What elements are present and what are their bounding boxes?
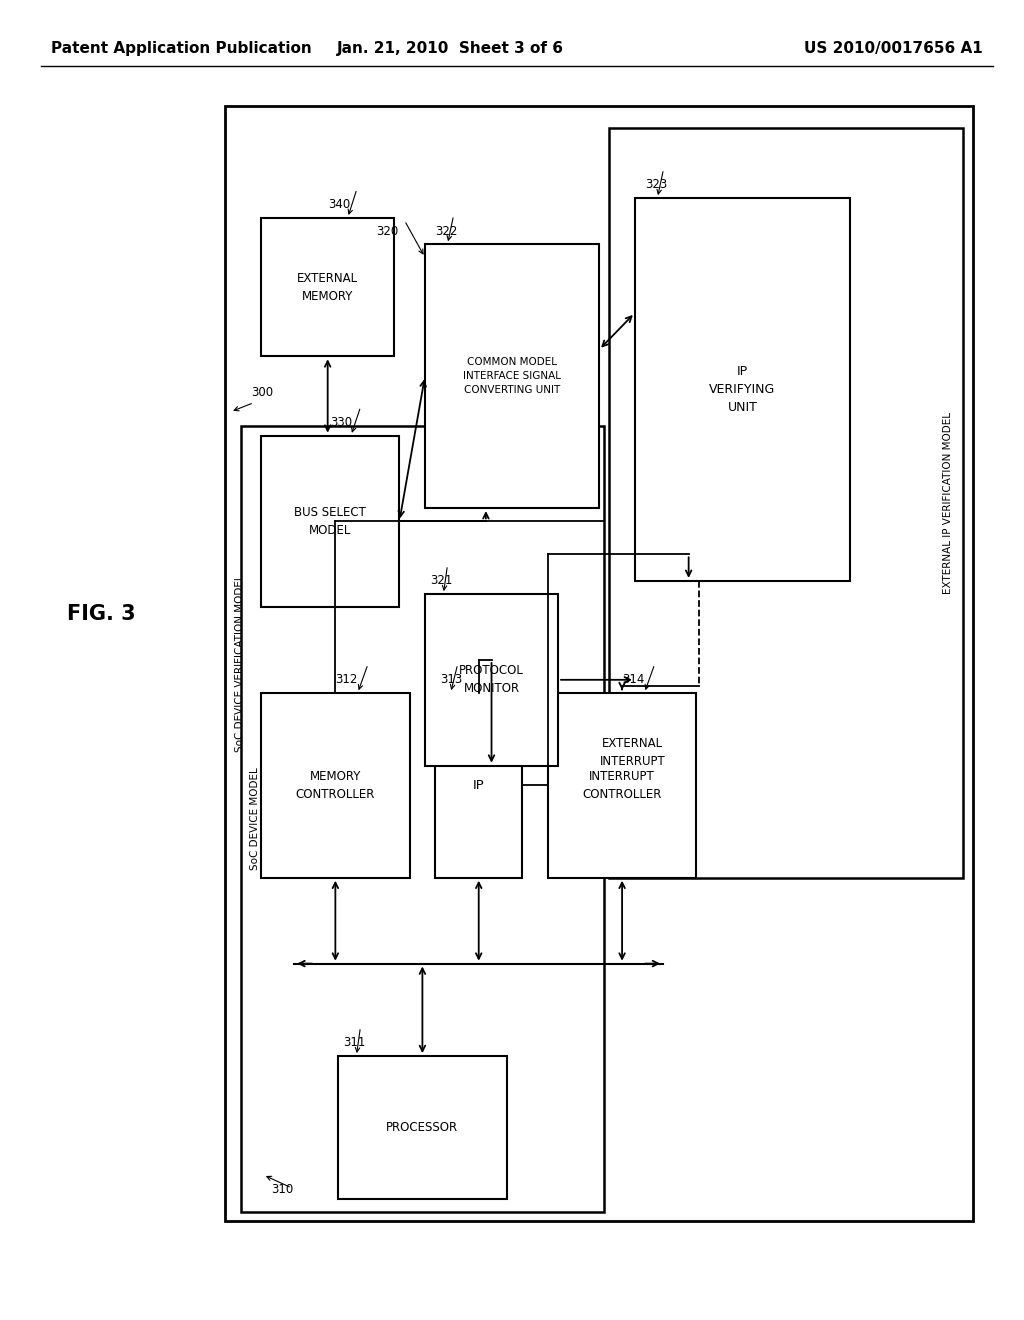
Text: IP: IP	[473, 779, 484, 792]
Text: PROCESSOR: PROCESSOR	[386, 1121, 459, 1134]
Text: 340: 340	[328, 198, 350, 211]
Bar	[609, 128, 963, 878]
Text: Patent Application Publication: Patent Application Publication	[51, 41, 312, 57]
Text: COMMON MODEL
INTERFACE SIGNAL
CONVERTING UNIT: COMMON MODEL INTERFACE SIGNAL CONVERTING…	[463, 358, 561, 395]
Text: EXTERNAL
MEMORY: EXTERNAL MEMORY	[297, 272, 358, 302]
Bar	[635, 198, 850, 581]
Text: EXTERNAL
INTERRUPT: EXTERNAL INTERRUPT	[600, 737, 666, 768]
Text: IP
VERIFYING
UNIT: IP VERIFYING UNIT	[710, 364, 775, 414]
Bar	[425, 594, 558, 766]
Text: 320: 320	[376, 224, 398, 238]
Bar	[261, 218, 394, 356]
Text: INTERRUPT
CONTROLLER: INTERRUPT CONTROLLER	[583, 770, 662, 801]
Text: 323: 323	[645, 178, 668, 191]
Text: 321: 321	[430, 574, 453, 587]
Text: 314: 314	[623, 673, 644, 686]
Bar	[425, 244, 599, 508]
Text: 312: 312	[336, 673, 357, 686]
Text: EXTERNAL IP VERIFICATION MODEL: EXTERNAL IP VERIFICATION MODEL	[943, 412, 953, 594]
Text: 300: 300	[251, 385, 273, 399]
Text: MEMORY
CONTROLLER: MEMORY CONTROLLER	[296, 770, 375, 801]
Text: PROTOCOL
MONITOR: PROTOCOL MONITOR	[459, 664, 524, 696]
Bar	[225, 106, 973, 1221]
Text: 311: 311	[343, 1036, 366, 1049]
Bar	[338, 1056, 507, 1199]
Text: 313: 313	[440, 673, 463, 686]
Text: SoC DEVICE MODEL: SoC DEVICE MODEL	[250, 768, 260, 870]
Text: 322: 322	[435, 224, 458, 238]
Text: FIG. 3: FIG. 3	[67, 603, 135, 624]
Text: 310: 310	[271, 1183, 294, 1196]
Text: BUS SELECT
MODEL: BUS SELECT MODEL	[294, 506, 367, 537]
Bar	[261, 693, 410, 878]
Bar	[435, 693, 522, 878]
Text: US 2010/0017656 A1: US 2010/0017656 A1	[804, 41, 983, 57]
Bar	[241, 426, 604, 1212]
Bar	[548, 693, 696, 878]
Text: SoC DEVICE VERIFICATION MODEL: SoC DEVICE VERIFICATION MODEL	[234, 574, 245, 752]
Bar	[261, 436, 399, 607]
Text: Jan. 21, 2010  Sheet 3 of 6: Jan. 21, 2010 Sheet 3 of 6	[337, 41, 564, 57]
Text: 330: 330	[330, 416, 352, 429]
